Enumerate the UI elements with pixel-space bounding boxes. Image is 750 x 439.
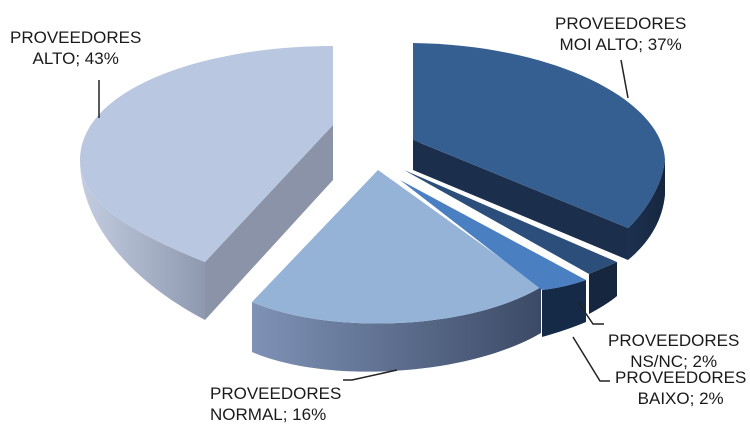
- label-nsnc: PROVEEDORES NS/NC; 2%: [608, 330, 739, 372]
- label-alto: PROVEEDORES ALTO; 43%: [10, 27, 141, 69]
- slice-alto-inner-wall: [205, 125, 333, 320]
- slice-moialto-side: [628, 160, 665, 260]
- slice-baixo: [400, 180, 586, 337]
- slice-alto-side: [80, 160, 205, 320]
- leader-line-baixo: [572, 336, 610, 382]
- leader-line-nsnc: [577, 301, 604, 325]
- slice-moialto-inner-wall-bottom: [413, 140, 628, 260]
- label-alto-line1: PROVEEDORES: [10, 28, 142, 47]
- label-nsnc-line1: PROVEEDORES: [608, 331, 740, 350]
- label-moialto-line1: PROVEEDORES: [555, 14, 687, 33]
- slice-normal: [252, 170, 541, 372]
- label-normal: PROVEEDORES NORMAL; 16%: [210, 383, 341, 425]
- label-moialto: PROVEEDORES MOI ALTO; 37%: [555, 13, 686, 55]
- slice-moialto-top: [413, 43, 665, 228]
- slice-alto-top: [80, 46, 333, 262]
- label-moialto-line2: MOI ALTO; 37%: [559, 35, 682, 54]
- label-baixo-line1: PROVEEDORES: [615, 368, 747, 387]
- slice-nsnc-side: [589, 262, 617, 314]
- label-nsnc-line2: NS/NC; 2%: [630, 352, 718, 371]
- label-alto-line2: ALTO; 43%: [32, 49, 119, 68]
- slice-moialto: [413, 43, 665, 260]
- leader-line-normal: [343, 369, 398, 381]
- label-baixo: PROVEEDORES BAIXO; 2%: [615, 367, 746, 409]
- label-normal-line1: PROVEEDORES: [210, 384, 342, 403]
- leader-line-moialto: [620, 59, 629, 99]
- slice-alto: [80, 46, 333, 320]
- slice-nsnc: [404, 170, 617, 314]
- slice-normal-side: [252, 287, 541, 372]
- slice-baixo-top: [400, 180, 586, 290]
- label-baixo-line2: BAIXO; 2%: [637, 389, 724, 408]
- slice-baixo-side: [542, 280, 586, 337]
- label-normal-line2: NORMAL; 16%: [210, 405, 327, 424]
- slice-normal-top: [252, 170, 541, 324]
- slice-nsnc-top: [404, 170, 617, 274]
